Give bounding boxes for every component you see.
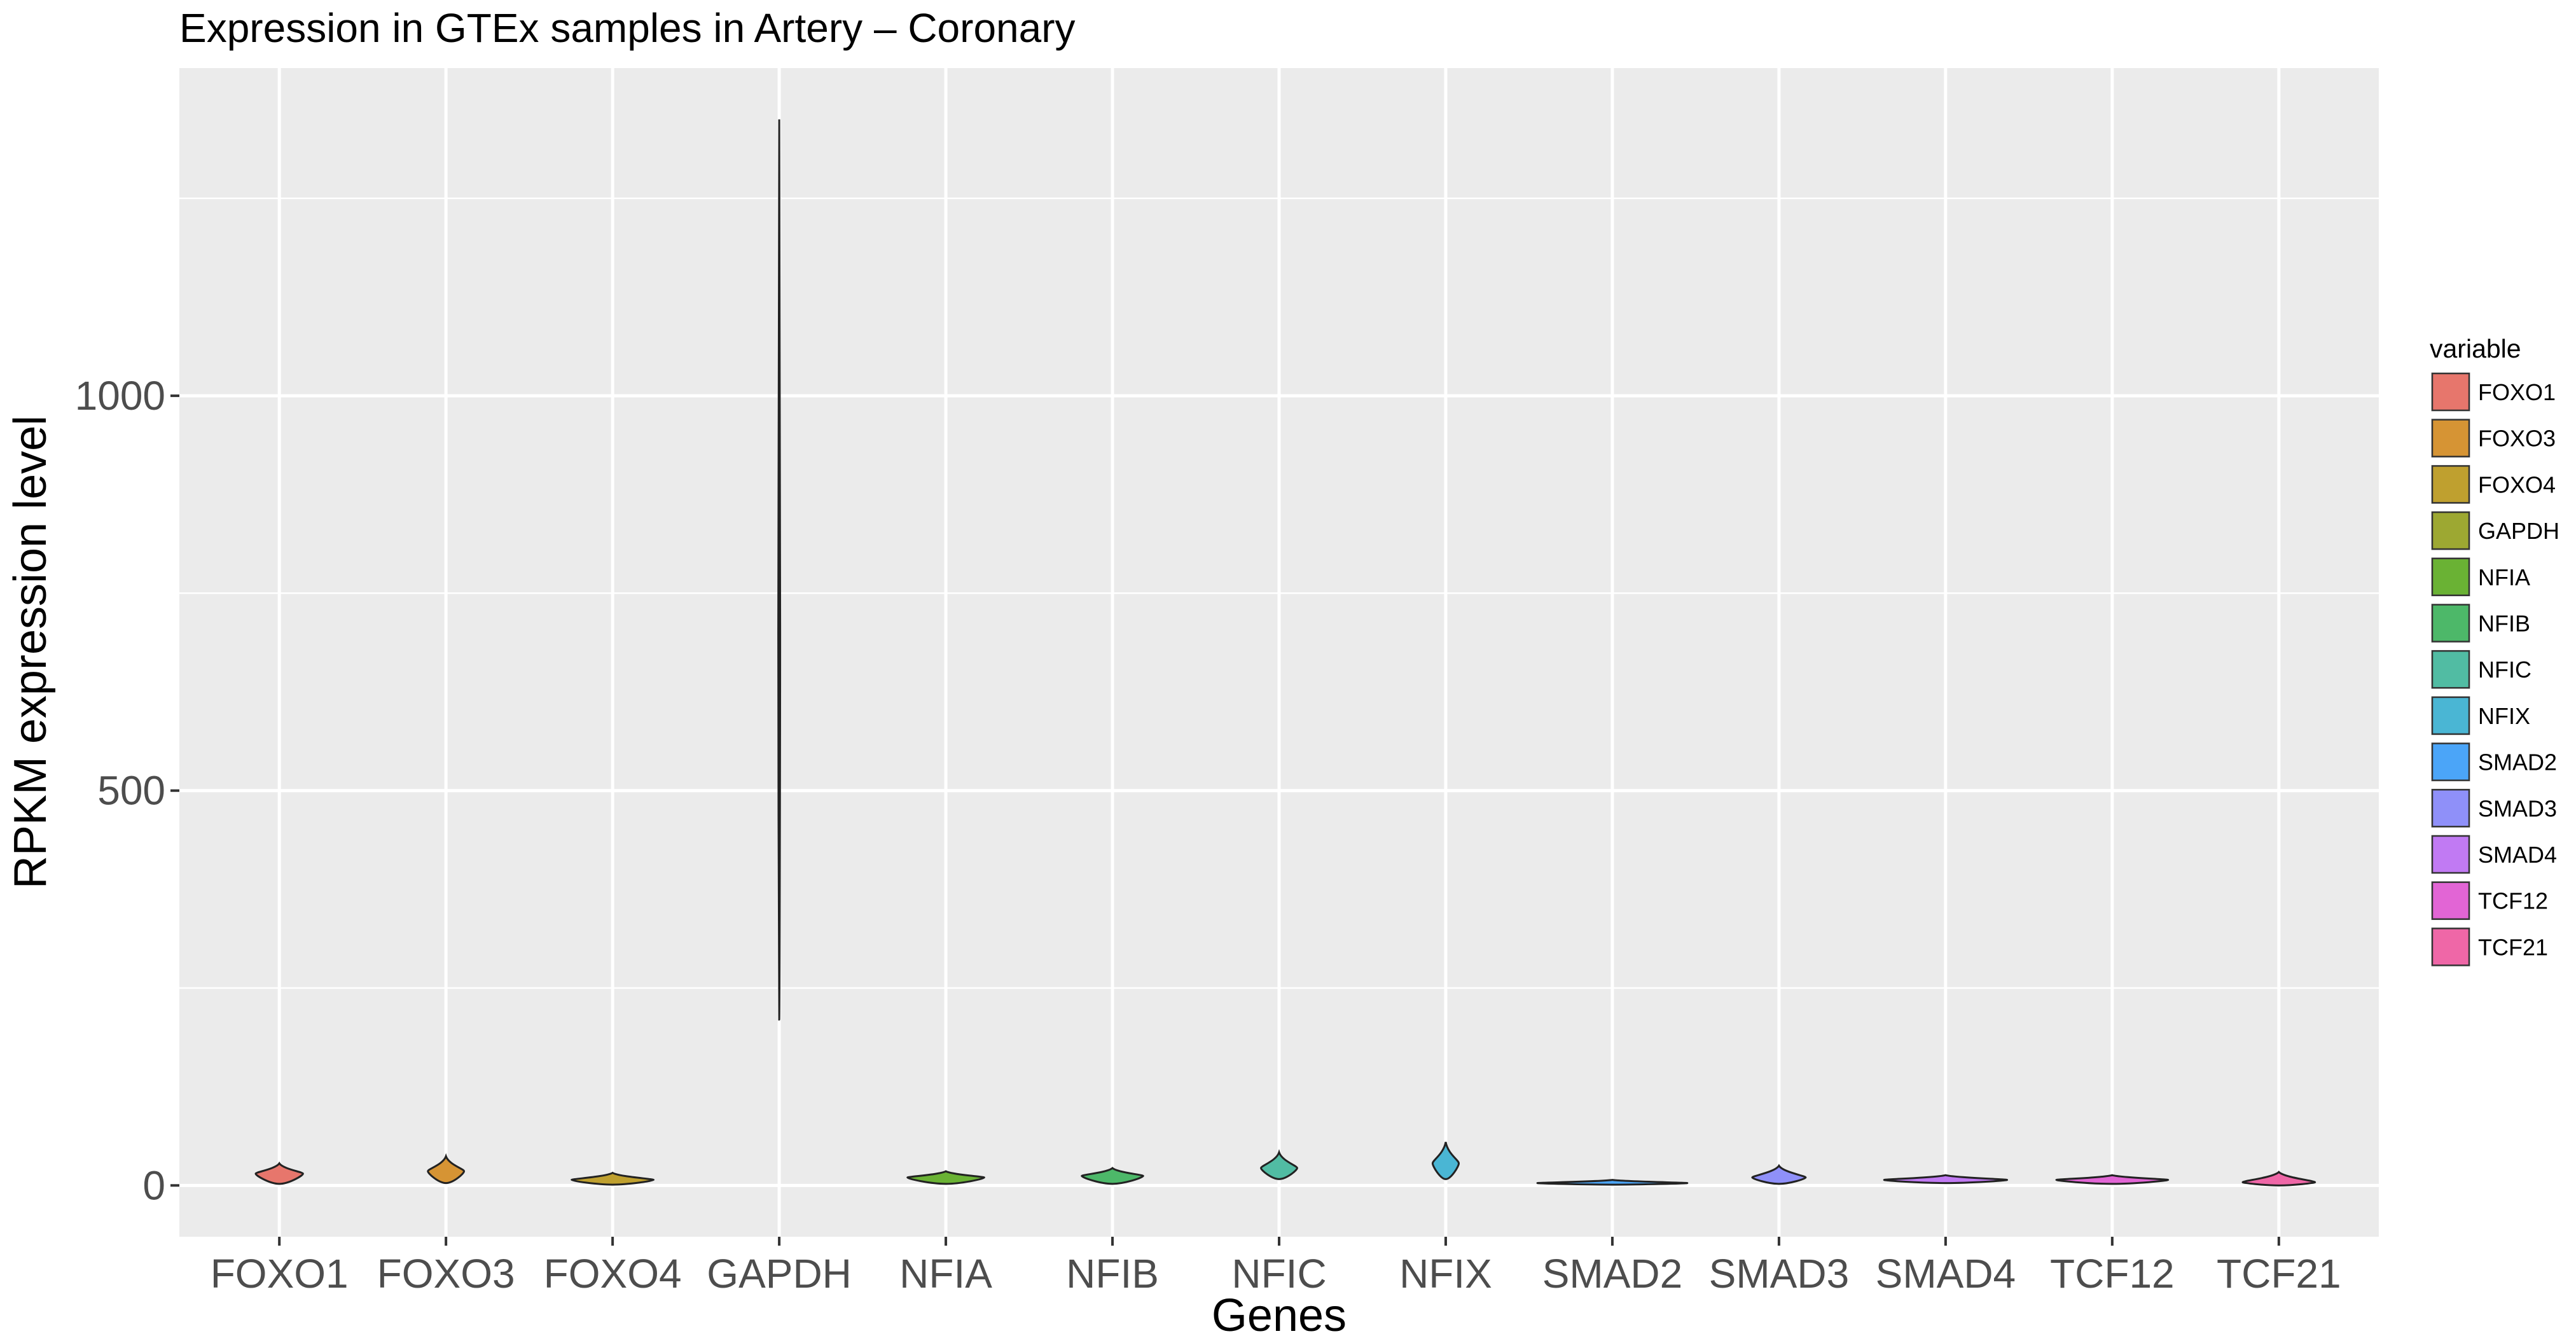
legend-label: FOXO4 — [2478, 471, 2556, 498]
legend-label: SMAD2 — [2478, 749, 2557, 776]
legend-label: GAPDH — [2478, 518, 2559, 544]
legend-key-smad3 — [2431, 789, 2470, 828]
legend-items: FOXO1 FOXO3 FOXO4 GAPDH NFIA NFIB NFIC NFIX SMAD… — [2431, 372, 2559, 967]
violin-nfib — [1081, 1166, 1144, 1185]
legend-title: variable — [2430, 334, 2521, 363]
violin-tcf21 — [2241, 1171, 2316, 1186]
violin-nfia — [906, 1170, 985, 1185]
x-tick-label: TCF21 — [2217, 1251, 2341, 1297]
x-tick-label: NFIX — [1399, 1251, 1492, 1297]
violin-smad3 — [1751, 1164, 1807, 1185]
violin-foxo4 — [571, 1171, 655, 1186]
x-tick-label: FOXO4 — [544, 1251, 682, 1297]
legend-key-foxo1 — [2431, 372, 2470, 412]
legend-label: SMAD4 — [2478, 842, 2557, 868]
legend-key-smad4 — [2431, 835, 2470, 874]
x-axis-ticks: FOXO1 FOXO3 FOXO4 GAPDH NFIA NFIB NFIC NFIX SMAD… — [211, 1237, 2341, 1297]
chart-title: Expression in GTEx samples in Artery – C… — [179, 5, 1076, 51]
violins — [254, 119, 2316, 1186]
legend-key-nfic — [2431, 650, 2470, 689]
legend-label: NFIB — [2478, 611, 2530, 637]
legend-key-gapdh — [2431, 511, 2470, 550]
legend-key-nfib — [2431, 604, 2470, 643]
legend-key-nfix — [2431, 696, 2470, 735]
violin-nfic — [1260, 1149, 1298, 1180]
legend-label: NFIC — [2478, 657, 2531, 683]
legend-key-foxo3 — [2431, 419, 2470, 457]
y-axis-label: RPKM expression level — [5, 415, 56, 889]
x-tick-label: SMAD2 — [1542, 1251, 1683, 1297]
legend-key-tcf21 — [2431, 928, 2470, 966]
x-tick-label: FOXO3 — [377, 1251, 515, 1297]
legend-key-foxo4 — [2431, 465, 2470, 504]
violin-tcf12 — [2055, 1174, 2170, 1185]
violin-foxo1 — [254, 1161, 304, 1185]
legend-label: NFIX — [2478, 703, 2530, 729]
legend-label: NFIA — [2478, 564, 2530, 590]
x-tick-label: TCF12 — [2050, 1251, 2175, 1297]
violin-smad4 — [1883, 1174, 2009, 1185]
x-tick-label: SMAD4 — [1876, 1251, 2016, 1297]
legend-key-smad2 — [2431, 742, 2470, 781]
y-tick-label: 500 — [97, 768, 165, 814]
x-axis-label: Genes — [1212, 1290, 1347, 1336]
violin-gapdh — [777, 119, 782, 1021]
violin-smad2 — [1536, 1179, 1689, 1186]
legend-key-tcf12 — [2431, 881, 2470, 920]
legend-label: TCF12 — [2478, 888, 2548, 914]
legend-label: FOXO1 — [2478, 379, 2556, 405]
legend-key-nfia — [2431, 557, 2470, 597]
x-tick-label: SMAD3 — [1709, 1251, 1850, 1297]
violin-foxo3 — [427, 1153, 466, 1185]
x-tick-label: FOXO1 — [211, 1251, 349, 1297]
x-tick-label: NFIC — [1231, 1251, 1326, 1297]
y-tick-label: 0 — [142, 1162, 165, 1208]
x-tick-label: GAPDH — [707, 1251, 852, 1297]
legend-label: FOXO3 — [2478, 426, 2556, 452]
legend: variable FOXO1 FOXO3 FOXO4 GAPDH NFIA NFIB NFI… — [2430, 334, 2559, 967]
x-tick-label: NFIB — [1066, 1251, 1159, 1297]
violin-nfix — [1431, 1141, 1460, 1180]
legend-label: SMAD3 — [2478, 795, 2557, 821]
x-tick-label: NFIA — [899, 1251, 992, 1297]
y-tick-label: 1000 — [75, 373, 165, 419]
legend-label: TCF21 — [2478, 934, 2548, 960]
y-axis-ticks: 0 500 1000 — [75, 373, 179, 1208]
